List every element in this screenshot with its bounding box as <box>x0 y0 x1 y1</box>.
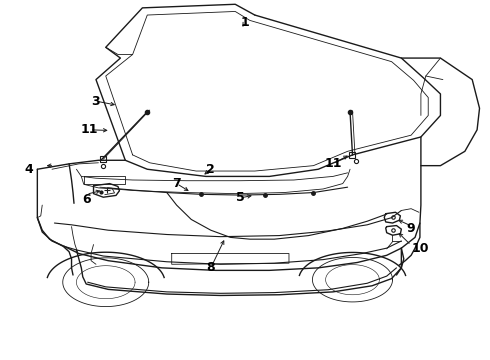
Text: 2: 2 <box>206 163 215 176</box>
Text: 8: 8 <box>206 261 215 274</box>
Text: 5: 5 <box>236 192 245 204</box>
Text: 6: 6 <box>82 193 91 206</box>
Text: 10: 10 <box>411 242 429 255</box>
Text: 11: 11 <box>81 123 98 136</box>
Text: 3: 3 <box>92 95 100 108</box>
Text: 1: 1 <box>241 16 249 29</box>
Text: 4: 4 <box>24 163 33 176</box>
Text: 11: 11 <box>324 157 342 170</box>
Text: 7: 7 <box>172 177 181 190</box>
Text: 9: 9 <box>407 222 416 235</box>
